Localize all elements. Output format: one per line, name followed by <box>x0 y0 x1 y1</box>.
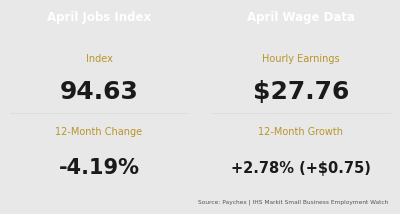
Text: April Jobs Index: April Jobs Index <box>47 12 151 24</box>
Text: 12-Month Change: 12-Month Change <box>56 127 142 137</box>
Text: 94.63: 94.63 <box>60 80 138 104</box>
Text: Hourly Earnings: Hourly Earnings <box>262 54 340 64</box>
Text: Source: Paychex | IHS Markit Small Business Employment Watch: Source: Paychex | IHS Markit Small Busin… <box>198 199 388 205</box>
Text: +2.78% (+$0.75): +2.78% (+$0.75) <box>231 161 371 176</box>
Text: April Wage Data: April Wage Data <box>247 12 355 24</box>
Text: Index: Index <box>86 54 112 64</box>
Text: 12-Month Growth: 12-Month Growth <box>258 127 344 137</box>
Text: $27.76: $27.76 <box>253 80 349 104</box>
Text: -4.19%: -4.19% <box>58 158 140 178</box>
